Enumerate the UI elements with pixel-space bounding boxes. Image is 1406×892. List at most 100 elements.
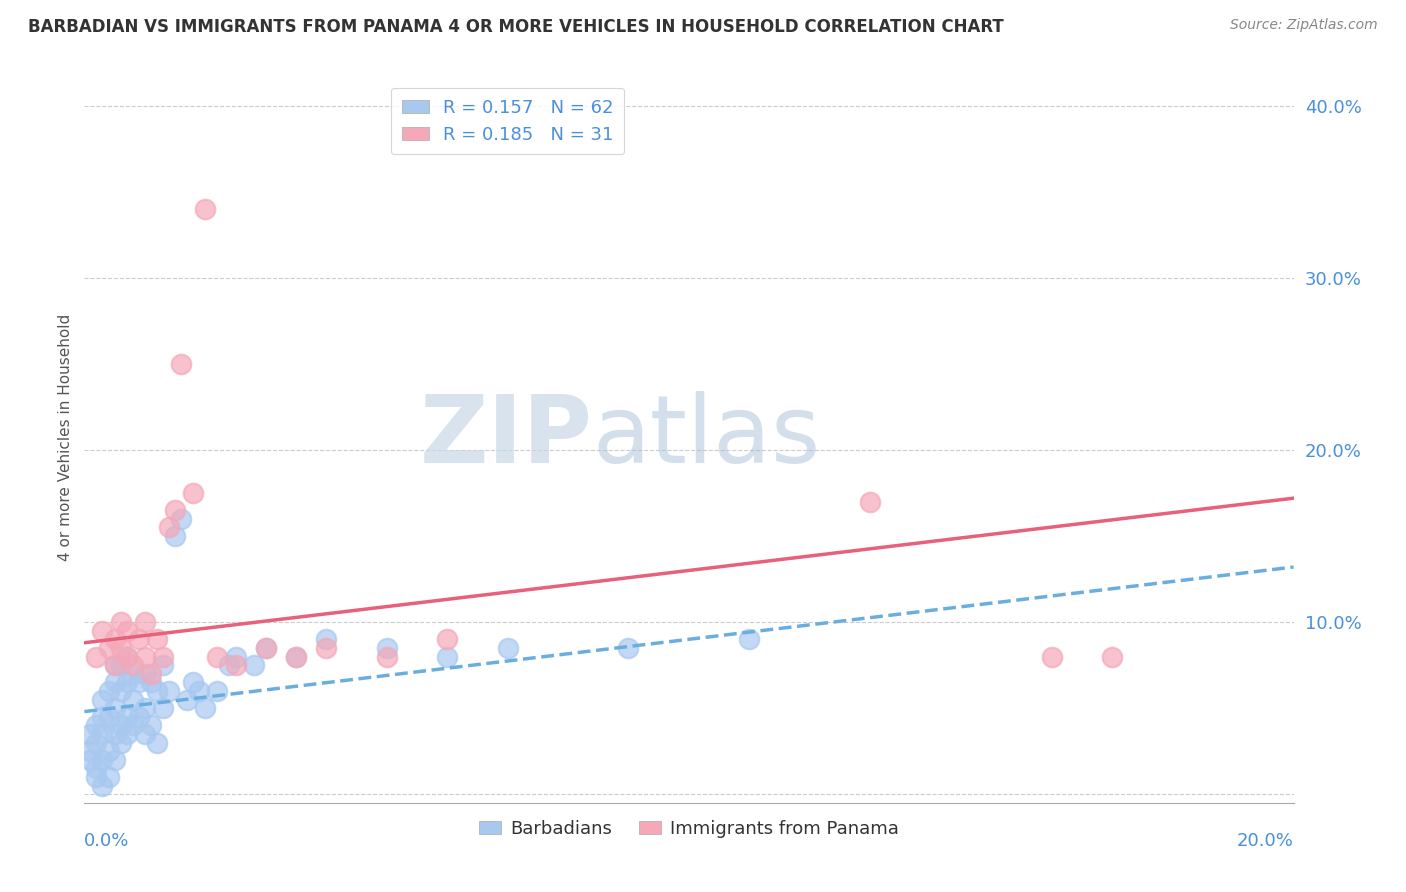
Point (104, 675, 127, 690)
Point (738, 632, 761, 647)
Point (152, 649, 174, 664)
Point (218, 658, 240, 673)
Point (104, 701, 127, 715)
Point (104, 727, 127, 741)
Point (86, 649, 108, 664)
Point (91, 779, 114, 793)
Point (207, 649, 229, 664)
Point (86, 761, 108, 775)
Text: ZIP: ZIP (419, 391, 592, 483)
Text: atlas: atlas (592, 391, 821, 483)
Point (285, 649, 308, 664)
Point (139, 666, 162, 681)
Point (254, 640, 277, 655)
Point (152, 701, 174, 715)
Point (436, 632, 458, 647)
Point (146, 735, 169, 749)
Point (139, 675, 162, 690)
Point (134, 701, 156, 715)
Text: 0.0%: 0.0% (84, 832, 129, 850)
Point (86, 718, 108, 732)
Point (110, 718, 132, 732)
Point (97, 770, 120, 784)
Point (110, 684, 132, 698)
Point (104, 658, 127, 673)
Point (91, 727, 114, 741)
Point (128, 710, 150, 724)
Point (91, 753, 114, 767)
Point (859, 494, 882, 508)
Point (104, 632, 127, 647)
Point (139, 718, 162, 732)
Point (115, 710, 138, 724)
Point (285, 649, 308, 664)
Point (115, 649, 138, 664)
Point (115, 649, 138, 664)
Point (375, 640, 398, 655)
Point (181, 486, 204, 500)
Point (152, 658, 174, 673)
Point (496, 640, 519, 655)
Point (194, 701, 217, 715)
Point (110, 658, 132, 673)
Text: BARBADIAN VS IMMIGRANTS FROM PANAMA 4 OR MORE VEHICLES IN HOUSEHOLD CORRELATION : BARBADIAN VS IMMIGRANTS FROM PANAMA 4 OR… (28, 18, 1004, 36)
Point (115, 727, 138, 741)
Point (97, 744, 120, 758)
Point (121, 692, 143, 706)
Point (157, 684, 180, 698)
Point (165, 503, 187, 517)
Point (121, 718, 143, 732)
Point (134, 615, 156, 629)
Point (194, 202, 217, 216)
Point (254, 640, 277, 655)
Point (146, 684, 169, 698)
Point (146, 632, 169, 647)
Legend: Barbadians, Immigrants from Panama: Barbadians, Immigrants from Panama (472, 813, 905, 845)
Y-axis label: 4 or more Vehicles in Household: 4 or more Vehicles in Household (58, 313, 73, 561)
Point (617, 640, 640, 655)
Point (97, 710, 120, 724)
Point (110, 735, 132, 749)
Point (91, 692, 114, 706)
Point (134, 649, 156, 664)
Point (242, 658, 264, 673)
Point (170, 357, 193, 371)
Point (115, 675, 138, 690)
Point (79, 744, 101, 758)
Point (1040, 649, 1063, 664)
Point (128, 632, 150, 647)
Text: Source: ZipAtlas.com: Source: ZipAtlas.com (1230, 18, 1378, 32)
Point (181, 675, 204, 690)
Point (121, 666, 143, 681)
Point (436, 649, 458, 664)
Point (104, 658, 127, 673)
Point (165, 529, 187, 543)
Point (207, 684, 229, 698)
Point (134, 666, 156, 681)
Point (157, 520, 180, 534)
Point (170, 512, 193, 526)
Point (86, 770, 108, 784)
Point (110, 640, 132, 655)
Point (188, 684, 211, 698)
Point (128, 675, 150, 690)
Point (115, 624, 138, 638)
Point (110, 615, 132, 629)
Point (97, 640, 120, 655)
Point (134, 727, 156, 741)
Point (225, 658, 247, 673)
Point (91, 710, 114, 724)
Point (97, 684, 120, 698)
Point (79, 727, 101, 741)
Point (315, 632, 337, 647)
Point (176, 692, 198, 706)
Point (91, 624, 114, 638)
Point (104, 753, 127, 767)
Text: 20.0%: 20.0% (1237, 832, 1294, 850)
Point (375, 649, 398, 664)
Point (121, 658, 143, 673)
Point (315, 640, 337, 655)
Point (86, 735, 108, 749)
Point (79, 753, 101, 767)
Point (225, 649, 247, 664)
